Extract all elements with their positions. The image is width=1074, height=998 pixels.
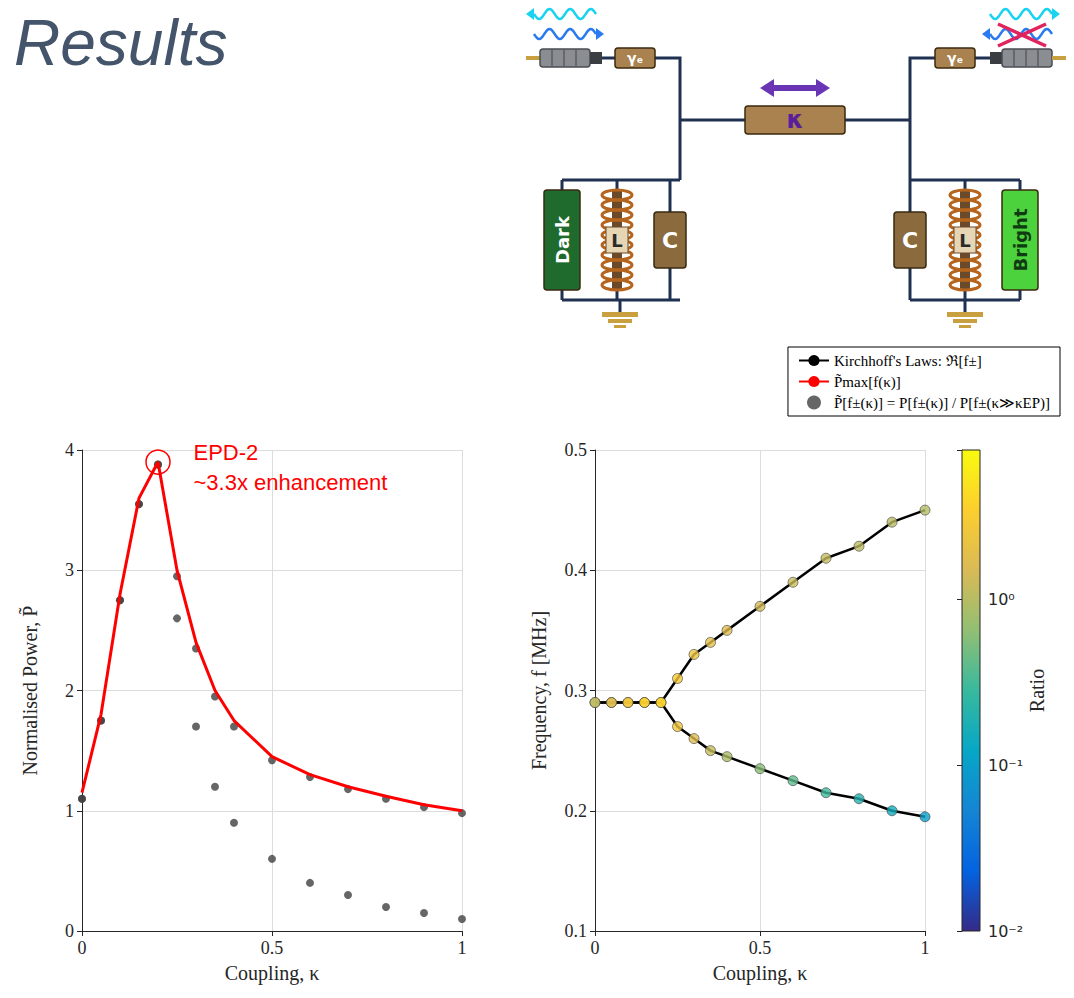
svg-text:10⁰: 10⁰ bbox=[988, 590, 1015, 609]
svg-text:κ: κ bbox=[786, 106, 803, 134]
svg-text:1: 1 bbox=[921, 938, 930, 958]
svg-text:0.2: 0.2 bbox=[565, 801, 588, 821]
svg-text:P̃[f±(κ)] = P[f±(κ)] / P[f±(κ≫: P̃[f±(κ)] = P[f±(κ)] / P[f±(κ≫κEP)] bbox=[834, 395, 1050, 412]
svg-text:10⁻²: 10⁻² bbox=[988, 922, 1023, 941]
svg-text:C: C bbox=[662, 228, 678, 253]
svg-text:EPD-2: EPD-2 bbox=[194, 440, 259, 465]
svg-text:Ratio: Ratio bbox=[1026, 669, 1048, 712]
svg-text:10⁻¹: 10⁻¹ bbox=[988, 756, 1023, 775]
svg-text:Coupling, κ: Coupling, κ bbox=[225, 962, 320, 985]
svg-text:Frequency, f [MHz]: Frequency, f [MHz] bbox=[528, 611, 551, 770]
svg-text:Coupling, κ: Coupling, κ bbox=[713, 962, 808, 985]
svg-text:0.5: 0.5 bbox=[261, 938, 284, 958]
svg-text:γₑ: γₑ bbox=[627, 50, 643, 66]
svg-text:0: 0 bbox=[65, 921, 74, 941]
svg-text:3: 3 bbox=[65, 560, 74, 580]
svg-text:L: L bbox=[611, 230, 622, 251]
svg-text:0: 0 bbox=[591, 938, 600, 958]
svg-text:1: 1 bbox=[65, 801, 74, 821]
svg-text:Normalised Power, P̃: Normalised Power, P̃ bbox=[18, 606, 41, 776]
svg-text:~3.3x enhancement: ~3.3x enhancement bbox=[194, 470, 388, 495]
html-text:Results: Results bbox=[14, 7, 228, 79]
svg-text:P̃max[f(κ)]: P̃max[f(κ)] bbox=[834, 374, 901, 391]
svg-text:2: 2 bbox=[65, 681, 74, 701]
svg-text:0.3: 0.3 bbox=[565, 681, 588, 701]
svg-text:0: 0 bbox=[78, 938, 87, 958]
svg-text:Kirchhoff's Laws: ℜ[f±]: Kirchhoff's Laws: ℜ[f±] bbox=[834, 353, 982, 369]
svg-text:0.5: 0.5 bbox=[749, 938, 772, 958]
svg-text:C: C bbox=[902, 228, 918, 253]
svg-text:1: 1 bbox=[458, 938, 467, 958]
svg-text:Dark: Dark bbox=[552, 215, 573, 264]
svg-text:0.1: 0.1 bbox=[565, 921, 588, 941]
svg-text:0.4: 0.4 bbox=[565, 560, 588, 580]
svg-text:L: L bbox=[959, 230, 970, 251]
svg-text:Bright: Bright bbox=[1010, 208, 1031, 271]
svg-text:4: 4 bbox=[65, 440, 74, 460]
svg-text:γₑ: γₑ bbox=[947, 50, 963, 66]
svg-text:0.5: 0.5 bbox=[565, 440, 588, 460]
